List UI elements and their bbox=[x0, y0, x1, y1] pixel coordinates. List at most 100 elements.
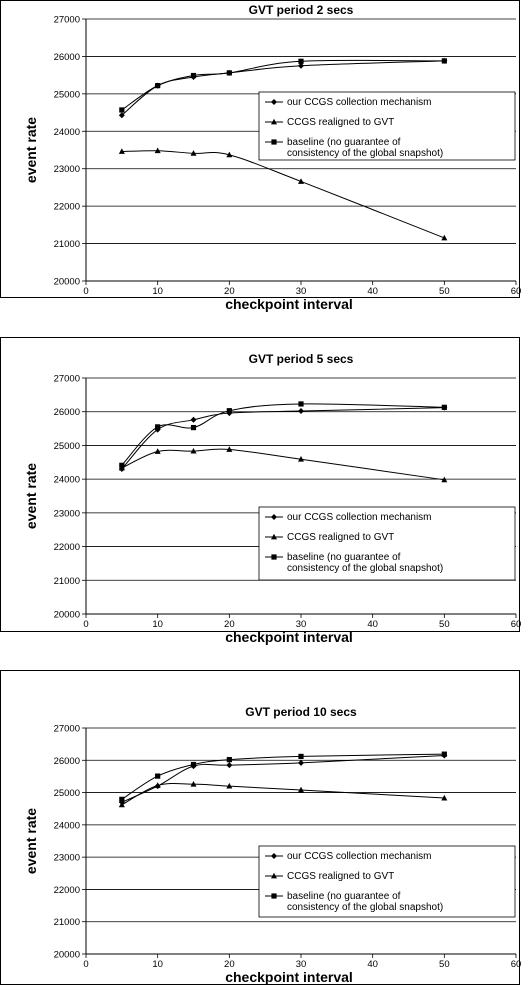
data-point bbox=[298, 408, 304, 415]
legend-label: baseline (no guarantee of bbox=[287, 891, 401, 902]
data-point bbox=[190, 780, 197, 787]
legend-label: consistency of the global snapshot) bbox=[287, 902, 443, 913]
y-tick-label: 22000 bbox=[54, 202, 80, 213]
x-tick-label: 30 bbox=[296, 619, 307, 630]
x-tick-label: 30 bbox=[296, 959, 307, 970]
data-point bbox=[119, 796, 125, 802]
legend-label: baseline (no guarantee of bbox=[287, 137, 401, 148]
y-tick-label: 21000 bbox=[54, 576, 80, 587]
chart-title: GVT period 2 secs bbox=[249, 3, 354, 17]
data-point bbox=[441, 751, 447, 757]
chart-title: GVT period 10 secs bbox=[245, 705, 357, 719]
y-tick-label: 26000 bbox=[54, 52, 80, 63]
chart-svg: GVT period 10 secs 20000 21000 22000 23000 24… bbox=[23, 705, 522, 985]
y-tick-label: 25000 bbox=[54, 441, 80, 452]
legend-label: our CCGS collection mechanism bbox=[287, 851, 432, 862]
y-tick-label: 21000 bbox=[54, 239, 80, 250]
data-point bbox=[190, 447, 197, 454]
y-tick-label: 24000 bbox=[54, 475, 80, 486]
legend-marker bbox=[271, 533, 277, 540]
x-tick-label: 20 bbox=[224, 286, 235, 297]
chart-svg: GVT period 5 secs 20000 21000 22000 23000 240… bbox=[23, 352, 522, 645]
chart-svg: GVT period 2 secs 20000 21000 22000 23000 240… bbox=[23, 3, 521, 312]
y-tick-label: 22000 bbox=[54, 542, 80, 553]
data-point bbox=[190, 761, 197, 768]
y-tick-label: 27000 bbox=[54, 374, 80, 385]
data-point bbox=[118, 801, 125, 808]
legend-marker bbox=[271, 853, 277, 859]
y-tick-label: 21000 bbox=[54, 917, 80, 928]
chart-panel-gvt-10: GVT period 10 secs 20000 21000 22000 23000 24… bbox=[0, 670, 522, 985]
legend-label: CCGS realigned to GVT bbox=[287, 117, 394, 128]
x-tick-label: 10 bbox=[152, 959, 163, 970]
data-point bbox=[226, 70, 232, 76]
legend-marker bbox=[271, 893, 277, 899]
data-point bbox=[190, 424, 197, 431]
y-tick-label: 23000 bbox=[54, 508, 80, 519]
y-tick-label: 26000 bbox=[54, 756, 80, 767]
legend-label: our CCGS collection mechanism bbox=[287, 97, 432, 108]
data-point bbox=[226, 151, 233, 158]
data-point bbox=[441, 58, 447, 64]
x-tick-label: 50 bbox=[439, 959, 450, 970]
data-point bbox=[119, 462, 125, 468]
x-tick-label: 30 bbox=[296, 286, 307, 297]
data-point bbox=[298, 759, 304, 766]
y-axis-label: event rate bbox=[23, 117, 39, 183]
legend: our CCGS collection mechanism CCGS realig… bbox=[258, 91, 516, 161]
x-tick-label: 20 bbox=[224, 959, 235, 970]
y-tick-label: 20000 bbox=[54, 610, 80, 621]
y-tick-label: 25000 bbox=[54, 89, 80, 100]
x-axis-label: checkpoint interval bbox=[225, 296, 353, 312]
data-point bbox=[118, 148, 125, 154]
data-point bbox=[441, 234, 448, 241]
legend-marker bbox=[271, 554, 277, 560]
data-point bbox=[226, 762, 233, 769]
data-point bbox=[190, 416, 197, 423]
x-tick-label: 60 bbox=[511, 619, 522, 630]
data-point bbox=[154, 448, 161, 454]
data-point bbox=[226, 408, 232, 414]
data-point bbox=[298, 401, 304, 407]
legend-marker bbox=[271, 139, 277, 145]
data-point bbox=[298, 786, 304, 793]
x-tick-label: 50 bbox=[439, 619, 450, 630]
legend-label: CCGS realigned to GVT bbox=[287, 871, 394, 882]
y-tick-label: 23000 bbox=[54, 853, 80, 864]
x-tick-label: 40 bbox=[367, 959, 378, 970]
x-tick-label: 0 bbox=[83, 619, 88, 630]
y-tick-label: 24000 bbox=[54, 820, 80, 831]
legend-label: consistency of the global snapshot) bbox=[287, 148, 443, 159]
y-tick-label: 20000 bbox=[54, 277, 80, 288]
legend-box bbox=[258, 91, 516, 161]
series-line bbox=[121, 403, 445, 466]
x-tick-label: 50 bbox=[439, 286, 450, 297]
y-tick-label: 27000 bbox=[54, 724, 80, 735]
series-1 bbox=[118, 404, 448, 473]
y-tick-label: 23000 bbox=[54, 164, 80, 175]
x-tick-label: 60 bbox=[511, 959, 522, 970]
x-tick-label: 0 bbox=[83, 286, 88, 297]
data-point bbox=[298, 753, 304, 760]
legend-marker bbox=[271, 118, 277, 125]
data-point bbox=[226, 446, 233, 452]
y-axis-label: event rate bbox=[23, 463, 39, 529]
y-axis-label: event rate bbox=[23, 808, 39, 874]
legend-label: our CCGS collection mechanism bbox=[287, 512, 432, 523]
x-tick-label: 10 bbox=[152, 619, 163, 630]
legend-marker bbox=[271, 514, 277, 520]
y-tick-label: 25000 bbox=[54, 788, 80, 799]
series-line bbox=[121, 407, 445, 470]
data-point bbox=[155, 83, 161, 89]
legend: our CCGS collection mechanism CCGS realig… bbox=[258, 845, 516, 918]
chart-panel-gvt-2: GVT period 2 secs 20000 21000 22000 23000 240… bbox=[0, 0, 521, 312]
data-point bbox=[298, 456, 304, 462]
data-point bbox=[155, 773, 161, 779]
x-tick-label: 10 bbox=[152, 286, 163, 297]
y-tick-label: 26000 bbox=[54, 407, 80, 418]
data-point bbox=[155, 424, 161, 430]
data-point bbox=[441, 476, 448, 483]
legend-label: CCGS realigned to GVT bbox=[287, 532, 394, 543]
data-point bbox=[298, 62, 304, 69]
series-3 bbox=[119, 58, 447, 113]
